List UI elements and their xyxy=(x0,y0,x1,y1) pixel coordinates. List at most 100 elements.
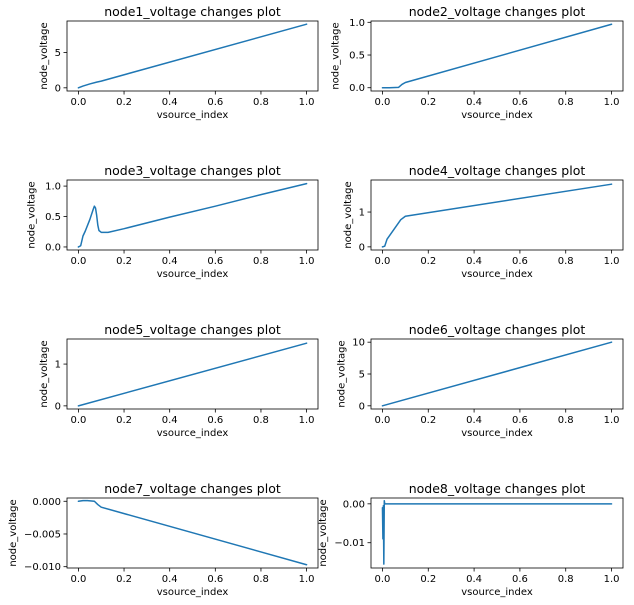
plot-frame xyxy=(370,20,624,92)
plot-frame xyxy=(66,20,319,92)
chart-title: node8_voltage changes plot xyxy=(409,481,586,496)
y-axis-label: node_voltage xyxy=(343,181,354,248)
x-tick-label: 0.8 xyxy=(253,256,269,267)
x-tick-label: 0.6 xyxy=(512,256,528,267)
y-axis-label: node_voltage xyxy=(337,340,348,407)
y-tick-label: −0.005 xyxy=(24,529,61,540)
plot-frame xyxy=(66,497,319,569)
y-tick-label: 5 xyxy=(55,48,61,59)
x-tick-label: 0.8 xyxy=(558,256,574,267)
x-tick-label: 0.2 xyxy=(116,574,132,585)
x-tick-label: 1.0 xyxy=(299,97,315,108)
x-tick-label: 0.8 xyxy=(253,574,269,585)
x-tick-label: 1.0 xyxy=(604,256,620,267)
x-tick-label: 0.4 xyxy=(466,97,482,108)
chart-title: node5_voltage changes plot xyxy=(104,322,281,337)
x-tick-label: 0.2 xyxy=(116,415,132,426)
plot-frame xyxy=(370,179,624,251)
chart-title: node7_voltage changes plot xyxy=(104,481,281,496)
y-axis-label: node_voltage xyxy=(330,22,341,89)
chart-title: node2_voltage changes plot xyxy=(409,4,586,19)
x-tick-label: 0.4 xyxy=(162,256,178,267)
x-tick-label: 0.6 xyxy=(512,574,528,585)
x-tick-label: 0.2 xyxy=(420,256,436,267)
x-tick-label: 1.0 xyxy=(604,97,620,108)
x-tick-label: 0.8 xyxy=(558,415,574,426)
y-tick-label: 1 xyxy=(55,360,61,371)
y-axis-label: node_voltage xyxy=(26,181,37,248)
y-tick-label: −0.01 xyxy=(334,538,365,549)
x-tick-label: 0.6 xyxy=(512,415,528,426)
chart-title: node3_voltage changes plot xyxy=(104,163,281,178)
y-axis-label: node_voltage xyxy=(39,340,50,407)
y-tick-label: 1.0 xyxy=(349,18,365,29)
plot-frame xyxy=(370,497,624,569)
y-tick-label: 0.00 xyxy=(343,499,365,510)
x-tick-label: 0.2 xyxy=(116,256,132,267)
x-axis-label: vsource_index xyxy=(157,110,229,121)
x-axis-label: vsource_index xyxy=(157,587,229,598)
y-tick-label: 1 xyxy=(359,208,365,219)
x-tick-label: 0.4 xyxy=(162,415,178,426)
y-tick-label: 0 xyxy=(359,242,365,253)
x-tick-label: 0.8 xyxy=(253,97,269,108)
x-tick-label: 0.0 xyxy=(70,415,86,426)
y-tick-label: 0 xyxy=(55,83,61,94)
x-tick-label: 0.0 xyxy=(70,97,86,108)
subplot-8: 0.0 0.2 0.4 0.6 0.8 1.0 0.00 −0.01 node8_voltage… xyxy=(318,481,624,598)
chart-title: node6_voltage changes plot xyxy=(409,322,586,337)
y-axis-label: node_voltage xyxy=(8,499,19,566)
x-tick-label: 0.6 xyxy=(207,256,223,267)
y-tick-label: 10 xyxy=(352,338,365,349)
chart-title: node4_voltage changes plot xyxy=(409,163,586,178)
y-tick-label: 1.0 xyxy=(45,182,61,193)
y-tick-label: 0.000 xyxy=(32,497,61,508)
x-tick-label: 0.8 xyxy=(558,97,574,108)
x-tick-label: 0.4 xyxy=(466,415,482,426)
x-axis-label: vsource_index xyxy=(461,269,533,280)
x-axis-label: vsource_index xyxy=(461,587,533,598)
series-line xyxy=(381,341,613,407)
subplot-7: 0.0 0.2 0.4 0.6 0.8 1.0 0.000 −0.005 −0.010 node7… xyxy=(8,481,319,598)
y-tick-label: 0.0 xyxy=(349,83,365,94)
x-tick-label: 1.0 xyxy=(299,415,315,426)
y-tick-label: 0.5 xyxy=(45,212,61,223)
series-line xyxy=(381,183,613,248)
x-tick-label: 0.2 xyxy=(420,574,436,585)
y-tick-label: 0.0 xyxy=(45,242,61,253)
x-tick-label: 1.0 xyxy=(604,415,620,426)
x-tick-label: 1.0 xyxy=(299,256,315,267)
x-tick-label: 0.2 xyxy=(116,97,132,108)
x-tick-label: 1.0 xyxy=(299,574,315,585)
subplot-2: 0.0 0.2 0.4 0.6 0.8 1.0 0.0 0.5 1.0 node2_voltage… xyxy=(330,4,624,121)
x-tick-label: 0.0 xyxy=(70,256,86,267)
series-line xyxy=(77,499,308,566)
subplot-5: 0.0 0.2 0.4 0.6 0.8 1.0 0 1 node5_voltage change… xyxy=(39,322,319,439)
y-tick-label: 0.5 xyxy=(349,51,365,62)
x-tick-label: 1.0 xyxy=(604,574,620,585)
x-tick-label: 0.0 xyxy=(375,415,391,426)
x-tick-label: 0.8 xyxy=(253,415,269,426)
subplot-1: 0.0 0.2 0.4 0.6 0.8 1.0 0 5 node1_voltage change… xyxy=(39,4,319,121)
x-tick-label: 0.2 xyxy=(420,415,436,426)
series-line xyxy=(381,23,613,89)
series-line xyxy=(77,182,308,248)
chart-title: node1_voltage changes plot xyxy=(104,4,281,19)
series-line xyxy=(77,23,308,89)
x-tick-label: 0.6 xyxy=(207,97,223,108)
subplot-4: 0.0 0.2 0.4 0.6 0.8 1.0 0 1 node4_voltage change… xyxy=(343,163,624,280)
x-tick-label: 0.4 xyxy=(466,574,482,585)
x-tick-label: 0.0 xyxy=(70,574,86,585)
x-axis-label: vsource_index xyxy=(157,428,229,439)
subplot-3: 0.0 0.2 0.4 0.6 0.8 1.0 0.0 0.5 1.0 node3_voltage… xyxy=(26,163,319,280)
x-tick-label: 0.6 xyxy=(207,574,223,585)
y-tick-label: 0 xyxy=(55,401,61,412)
x-tick-label: 0.6 xyxy=(512,97,528,108)
plot-frame xyxy=(66,179,319,251)
x-tick-label: 0.4 xyxy=(466,256,482,267)
y-axis-label: node_voltage xyxy=(318,499,329,566)
x-axis-label: vsource_index xyxy=(461,110,533,121)
x-tick-label: 0.2 xyxy=(420,97,436,108)
plot-frame xyxy=(66,338,319,410)
x-tick-label: 0.8 xyxy=(558,574,574,585)
